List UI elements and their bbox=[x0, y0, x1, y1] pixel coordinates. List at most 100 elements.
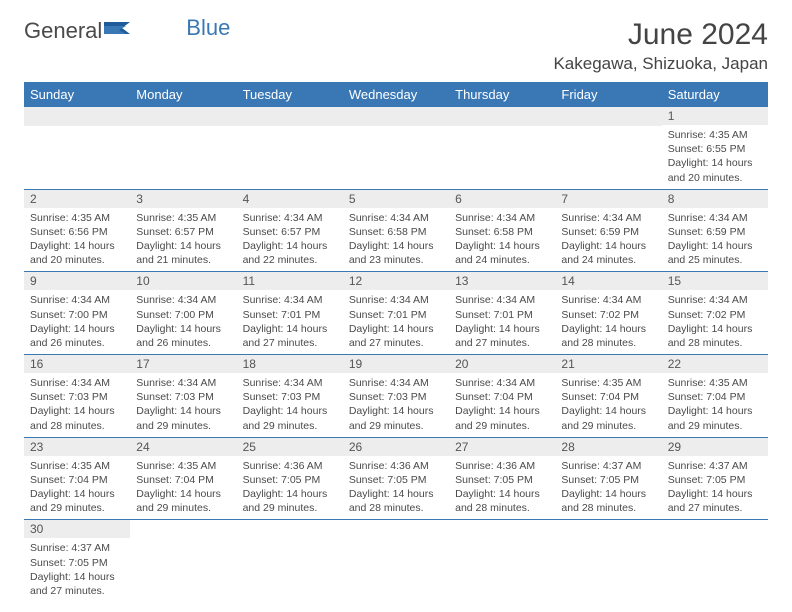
sunset-text: Sunset: 6:59 PM bbox=[668, 225, 762, 239]
location: Kakegawa, Shizuoka, Japan bbox=[553, 54, 768, 74]
day-number: 9 bbox=[24, 272, 130, 290]
daylight-text: Daylight: 14 hours and 29 minutes. bbox=[668, 404, 762, 432]
day-number: 6 bbox=[449, 190, 555, 208]
sunrise-text: Sunrise: 4:34 AM bbox=[243, 211, 337, 225]
sunset-text: Sunset: 6:59 PM bbox=[561, 225, 655, 239]
daylight-text: Daylight: 14 hours and 28 minutes. bbox=[349, 487, 443, 515]
day-content: Sunrise: 4:35 AMSunset: 6:57 PMDaylight:… bbox=[130, 208, 236, 272]
empty-cell bbox=[449, 520, 555, 602]
logo-text-general: General bbox=[24, 18, 102, 44]
empty-cell bbox=[237, 520, 343, 602]
daylight-text: Daylight: 14 hours and 28 minutes. bbox=[668, 322, 762, 350]
sunset-text: Sunset: 7:03 PM bbox=[30, 390, 124, 404]
daylight-text: Daylight: 14 hours and 26 minutes. bbox=[136, 322, 230, 350]
daylight-text: Daylight: 14 hours and 27 minutes. bbox=[455, 322, 549, 350]
day-cell: 12Sunrise: 4:34 AMSunset: 7:01 PMDayligh… bbox=[343, 272, 449, 355]
sunrise-text: Sunrise: 4:35 AM bbox=[136, 211, 230, 225]
day-number: 30 bbox=[24, 520, 130, 538]
weekday-header: Wednesday bbox=[343, 82, 449, 107]
empty-cell bbox=[555, 520, 661, 602]
day-cell: 26Sunrise: 4:36 AMSunset: 7:05 PMDayligh… bbox=[343, 437, 449, 520]
sunrise-text: Sunrise: 4:37 AM bbox=[668, 459, 762, 473]
sunrise-text: Sunrise: 4:34 AM bbox=[561, 293, 655, 307]
day-cell: 24Sunrise: 4:35 AMSunset: 7:04 PMDayligh… bbox=[130, 437, 236, 520]
sunrise-text: Sunrise: 4:35 AM bbox=[561, 376, 655, 390]
day-content: Sunrise: 4:36 AMSunset: 7:05 PMDaylight:… bbox=[237, 456, 343, 520]
sunset-text: Sunset: 6:55 PM bbox=[668, 142, 762, 156]
day-number: 5 bbox=[343, 190, 449, 208]
empty-cell bbox=[343, 520, 449, 602]
sunrise-text: Sunrise: 4:34 AM bbox=[455, 211, 549, 225]
weekday-header: Friday bbox=[555, 82, 661, 107]
daylight-text: Daylight: 14 hours and 27 minutes. bbox=[243, 322, 337, 350]
daylight-text: Daylight: 14 hours and 27 minutes. bbox=[668, 487, 762, 515]
day-cell: 16Sunrise: 4:34 AMSunset: 7:03 PMDayligh… bbox=[24, 355, 130, 438]
day-cell: 15Sunrise: 4:34 AMSunset: 7:02 PMDayligh… bbox=[662, 272, 768, 355]
day-cell: 27Sunrise: 4:36 AMSunset: 7:05 PMDayligh… bbox=[449, 437, 555, 520]
sunrise-text: Sunrise: 4:34 AM bbox=[668, 211, 762, 225]
day-cell: 8Sunrise: 4:34 AMSunset: 6:59 PMDaylight… bbox=[662, 189, 768, 272]
day-cell: 1Sunrise: 4:35 AMSunset: 6:55 PMDaylight… bbox=[662, 107, 768, 189]
day-content: Sunrise: 4:35 AMSunset: 7:04 PMDaylight:… bbox=[555, 373, 661, 437]
daylight-text: Daylight: 14 hours and 29 minutes. bbox=[455, 404, 549, 432]
sunset-text: Sunset: 7:02 PM bbox=[668, 308, 762, 322]
daylight-text: Daylight: 14 hours and 29 minutes. bbox=[136, 404, 230, 432]
day-number: 18 bbox=[237, 355, 343, 373]
day-cell: 4Sunrise: 4:34 AMSunset: 6:57 PMDaylight… bbox=[237, 189, 343, 272]
sunset-text: Sunset: 7:05 PM bbox=[243, 473, 337, 487]
day-content: Sunrise: 4:34 AMSunset: 7:03 PMDaylight:… bbox=[130, 373, 236, 437]
sunset-text: Sunset: 7:05 PM bbox=[349, 473, 443, 487]
day-cell: 20Sunrise: 4:34 AMSunset: 7:04 PMDayligh… bbox=[449, 355, 555, 438]
daylight-text: Daylight: 14 hours and 29 minutes. bbox=[243, 404, 337, 432]
day-number: 22 bbox=[662, 355, 768, 373]
daylight-text: Daylight: 14 hours and 28 minutes. bbox=[561, 487, 655, 515]
day-cell: 17Sunrise: 4:34 AMSunset: 7:03 PMDayligh… bbox=[130, 355, 236, 438]
day-content: Sunrise: 4:35 AMSunset: 7:04 PMDaylight:… bbox=[662, 373, 768, 437]
sunrise-text: Sunrise: 4:35 AM bbox=[30, 211, 124, 225]
sunrise-text: Sunrise: 4:37 AM bbox=[561, 459, 655, 473]
day-cell: 23Sunrise: 4:35 AMSunset: 7:04 PMDayligh… bbox=[24, 437, 130, 520]
month-title: June 2024 bbox=[553, 18, 768, 52]
sunset-text: Sunset: 7:01 PM bbox=[243, 308, 337, 322]
day-content: Sunrise: 4:34 AMSunset: 6:58 PMDaylight:… bbox=[343, 208, 449, 272]
day-number: 29 bbox=[662, 438, 768, 456]
empty-cell bbox=[555, 107, 661, 189]
sunset-text: Sunset: 7:04 PM bbox=[668, 390, 762, 404]
day-cell: 28Sunrise: 4:37 AMSunset: 7:05 PMDayligh… bbox=[555, 437, 661, 520]
sunrise-text: Sunrise: 4:34 AM bbox=[349, 376, 443, 390]
sunrise-text: Sunrise: 4:34 AM bbox=[455, 376, 549, 390]
day-cell: 13Sunrise: 4:34 AMSunset: 7:01 PMDayligh… bbox=[449, 272, 555, 355]
day-content: Sunrise: 4:35 AMSunset: 6:56 PMDaylight:… bbox=[24, 208, 130, 272]
flag-icon bbox=[104, 18, 134, 44]
day-number: 15 bbox=[662, 272, 768, 290]
day-number: 16 bbox=[24, 355, 130, 373]
day-number: 4 bbox=[237, 190, 343, 208]
day-content: Sunrise: 4:35 AMSunset: 6:55 PMDaylight:… bbox=[662, 125, 768, 189]
day-cell: 14Sunrise: 4:34 AMSunset: 7:02 PMDayligh… bbox=[555, 272, 661, 355]
day-number: 12 bbox=[343, 272, 449, 290]
day-number: 21 bbox=[555, 355, 661, 373]
day-cell: 5Sunrise: 4:34 AMSunset: 6:58 PMDaylight… bbox=[343, 189, 449, 272]
sunrise-text: Sunrise: 4:34 AM bbox=[561, 211, 655, 225]
daylight-text: Daylight: 14 hours and 26 minutes. bbox=[30, 322, 124, 350]
day-number: 1 bbox=[662, 107, 768, 125]
day-number: 25 bbox=[237, 438, 343, 456]
sunset-text: Sunset: 6:58 PM bbox=[455, 225, 549, 239]
day-content: Sunrise: 4:34 AMSunset: 7:00 PMDaylight:… bbox=[24, 290, 130, 354]
day-content: Sunrise: 4:34 AMSunset: 7:02 PMDaylight:… bbox=[555, 290, 661, 354]
daylight-text: Daylight: 14 hours and 20 minutes. bbox=[30, 239, 124, 267]
title-block: June 2024 Kakegawa, Shizuoka, Japan bbox=[553, 18, 768, 74]
daylight-text: Daylight: 14 hours and 29 minutes. bbox=[136, 487, 230, 515]
weekday-header: Saturday bbox=[662, 82, 768, 107]
sunrise-text: Sunrise: 4:34 AM bbox=[243, 376, 337, 390]
day-number: 2 bbox=[24, 190, 130, 208]
day-content: Sunrise: 4:36 AMSunset: 7:05 PMDaylight:… bbox=[343, 456, 449, 520]
empty-cell bbox=[237, 107, 343, 189]
week-row: 2Sunrise: 4:35 AMSunset: 6:56 PMDaylight… bbox=[24, 189, 768, 272]
daylight-text: Daylight: 14 hours and 28 minutes. bbox=[30, 404, 124, 432]
header: General Blue June 2024 Kakegawa, Shizuok… bbox=[24, 18, 768, 74]
logo-text-blue: Blue bbox=[186, 15, 230, 41]
empty-cell bbox=[343, 107, 449, 189]
day-cell: 21Sunrise: 4:35 AMSunset: 7:04 PMDayligh… bbox=[555, 355, 661, 438]
day-content: Sunrise: 4:36 AMSunset: 7:05 PMDaylight:… bbox=[449, 456, 555, 520]
